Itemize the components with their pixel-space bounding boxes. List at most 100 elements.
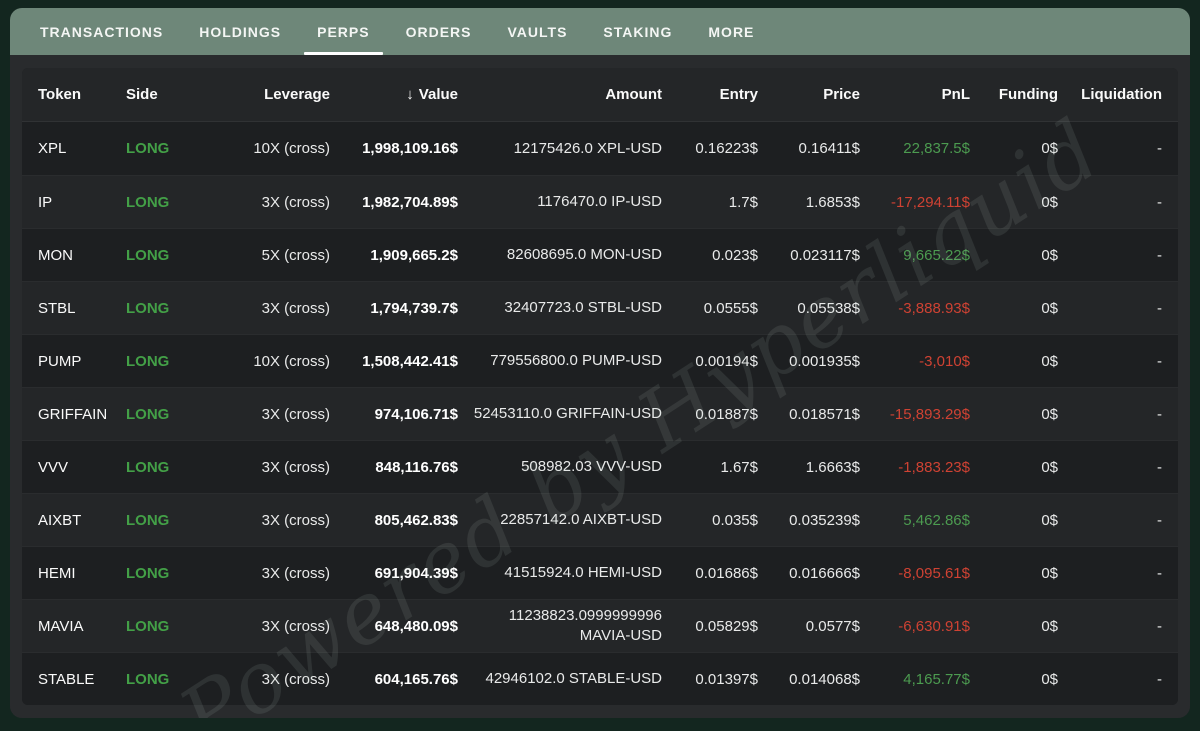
tab-label: PERPS xyxy=(317,23,370,40)
cell-leverage: 10X (cross) xyxy=(253,140,330,157)
tab-transactions[interactable]: TRANSACTIONS xyxy=(22,8,181,55)
tab-label: VAULTS xyxy=(507,23,568,40)
cell-entry: 0.01686$ xyxy=(695,564,758,582)
cell-price: 0.023117$ xyxy=(790,246,860,264)
cell-side: LONG xyxy=(126,246,170,264)
cell-value: 1,508,442.41$ xyxy=(362,352,458,370)
cell-side: LONG xyxy=(126,352,170,370)
table-row-stable[interactable]: STABLE LONG 3X (cross) 604,165.76$ 42946102.… xyxy=(22,652,1178,705)
cell-side: LONG xyxy=(126,617,170,635)
tab-label: ORDERS xyxy=(405,23,472,40)
column-header-entry[interactable]: Entry xyxy=(662,86,758,103)
tab-more[interactable]: MORE xyxy=(690,8,772,55)
cell-entry: 0.00194$ xyxy=(695,352,758,370)
cell-token: STBL xyxy=(38,299,76,317)
cell-liquidation: - xyxy=(1157,458,1162,476)
cell-funding: 0$ xyxy=(1041,140,1058,157)
cell-amount: 32407723.0 STBL-USD xyxy=(504,299,662,316)
tab-orders[interactable]: ORDERS xyxy=(388,8,490,55)
sort-desc-icon: ↓ xyxy=(406,86,414,103)
table-row-hemi[interactable]: HEMI LONG 3X (cross) 691,904.39$ 41515924.0 … xyxy=(22,546,1178,599)
cell-price: 0.001935$ xyxy=(789,352,860,370)
cell-leverage: 3X (cross) xyxy=(261,564,330,582)
cell-price: 0.014068$ xyxy=(789,670,860,688)
tab-holdings[interactable]: HOLDINGS xyxy=(181,8,299,55)
cell-liquidation: - xyxy=(1157,564,1162,582)
column-header-price[interactable]: Price xyxy=(758,86,860,103)
table-row-mon[interactable]: MON LONG 5X (cross) 1,909,665.2$ 82608695.0 … xyxy=(22,228,1178,281)
cell-token: GRIFFAIN xyxy=(38,405,108,423)
cell-pnl: 9,665.22$ xyxy=(903,246,970,264)
column-header-token[interactable]: Token xyxy=(38,86,126,103)
cell-value: 604,165.76$ xyxy=(374,670,458,688)
cell-value: 1,909,665.2$ xyxy=(370,246,458,264)
cell-value: 974,106.71$ xyxy=(374,405,458,423)
cell-token: MAVIA xyxy=(38,617,84,635)
cell-pnl: -17,294.11$ xyxy=(891,193,970,211)
cell-value: 691,904.39$ xyxy=(374,564,458,582)
table-row-aixbt[interactable]: AIXBT LONG 3X (cross) 805,462.83$ 22857142.0… xyxy=(22,493,1178,546)
column-header-leverage[interactable]: Leverage xyxy=(218,86,330,103)
cell-leverage: 5X (cross) xyxy=(261,246,330,264)
table-row-griffain[interactable]: GRIFFAIN LONG 3X (cross) 974,106.71$ 5245311… xyxy=(22,387,1178,440)
tab-perps[interactable]: PERPS xyxy=(299,8,387,55)
cell-value: 1,998,109.16$ xyxy=(362,140,458,157)
content-panel: Powered by Hyperliquid TokenSideLeverage… xyxy=(10,55,1190,718)
tab-label: HOLDINGS xyxy=(199,23,282,40)
tab-vaults[interactable]: VAULTS xyxy=(490,8,586,55)
cell-funding: 0$ xyxy=(1041,299,1058,317)
cell-leverage: 10X (cross) xyxy=(253,352,330,370)
cell-token: STABLE xyxy=(38,670,95,688)
cell-token: IP xyxy=(38,193,53,211)
column-header-value[interactable]: ↓ Value xyxy=(330,86,458,103)
cell-funding: 0$ xyxy=(1041,405,1058,423)
table-row-mavia[interactable]: MAVIA LONG 3X (cross) 648,480.09$ 11238823.0… xyxy=(22,599,1178,652)
table-row-ip[interactable]: IP LONG 3X (cross) 1,982,704.89$ 1176470.0 I… xyxy=(22,175,1178,228)
cell-token: AIXBT xyxy=(38,511,82,529)
column-header-label: PnL xyxy=(941,86,970,103)
cell-entry: 0.0555$ xyxy=(703,299,758,317)
cell-pnl: -15,893.29$ xyxy=(889,405,970,423)
column-header-label: Leverage xyxy=(264,86,330,103)
cell-entry: 0.035$ xyxy=(712,511,758,529)
cell-side: LONG xyxy=(126,140,170,157)
cell-pnl: -3,010$ xyxy=(919,352,970,370)
tab-bar: TRANSACTIONS HOLDINGS PERPS ORDERS VAULTS STA… xyxy=(10,8,1190,55)
cell-value: 805,462.83$ xyxy=(374,511,458,529)
tab-label: TRANSACTIONS xyxy=(40,23,164,40)
cell-pnl: -1,883.23$ xyxy=(898,458,970,476)
column-header-liquidation[interactable]: Liquidation xyxy=(1058,86,1162,103)
table-row-xpl[interactable]: XPL LONG 10X (cross) 1,998,109.16$ 12175426.… xyxy=(22,122,1178,175)
column-header-funding[interactable]: Funding xyxy=(970,86,1058,103)
cell-pnl: 5,462.86$ xyxy=(903,511,970,529)
cell-leverage: 3X (cross) xyxy=(261,670,330,688)
cell-liquidation: - xyxy=(1157,193,1162,211)
cell-funding: 0$ xyxy=(1041,670,1058,688)
table-row-stbl[interactable]: STBL LONG 3X (cross) 1,794,739.7$ 32407723.0… xyxy=(22,281,1178,334)
cell-liquidation: - xyxy=(1157,670,1162,688)
cell-leverage: 3X (cross) xyxy=(261,617,330,635)
cell-liquidation: - xyxy=(1157,299,1162,317)
cell-leverage: 3X (cross) xyxy=(261,405,330,423)
cell-amount: 42946102.0 STABLE-USD xyxy=(485,670,663,687)
column-header-amount[interactable]: Amount xyxy=(458,86,662,103)
cell-funding: 0$ xyxy=(1041,193,1058,211)
tab-staking[interactable]: STAKING xyxy=(585,8,690,55)
cell-leverage: 3X (cross) xyxy=(261,193,330,211)
cell-funding: 0$ xyxy=(1041,617,1058,635)
cell-funding: 0$ xyxy=(1041,511,1058,529)
cell-leverage: 3X (cross) xyxy=(261,458,330,476)
table-row-vvv[interactable]: VVV LONG 3X (cross) 848,116.76$ 508982.03 VV… xyxy=(22,440,1178,493)
column-header-side[interactable]: Side xyxy=(126,86,218,103)
cell-side: LONG xyxy=(126,299,170,317)
column-header-label: Value xyxy=(418,86,458,103)
cell-entry: 0.023$ xyxy=(712,246,758,264)
cell-token: XPL xyxy=(38,140,67,157)
table-row-pump[interactable]: PUMP LONG 10X (cross) 1,508,442.41$ 77955680… xyxy=(22,334,1178,387)
cell-side: LONG xyxy=(126,564,170,582)
column-header-pnl[interactable]: PnL xyxy=(860,86,970,103)
cell-value: 1,982,704.89$ xyxy=(362,193,458,211)
cell-liquidation: - xyxy=(1157,246,1162,264)
cell-pnl: -3,888.93$ xyxy=(898,299,970,317)
